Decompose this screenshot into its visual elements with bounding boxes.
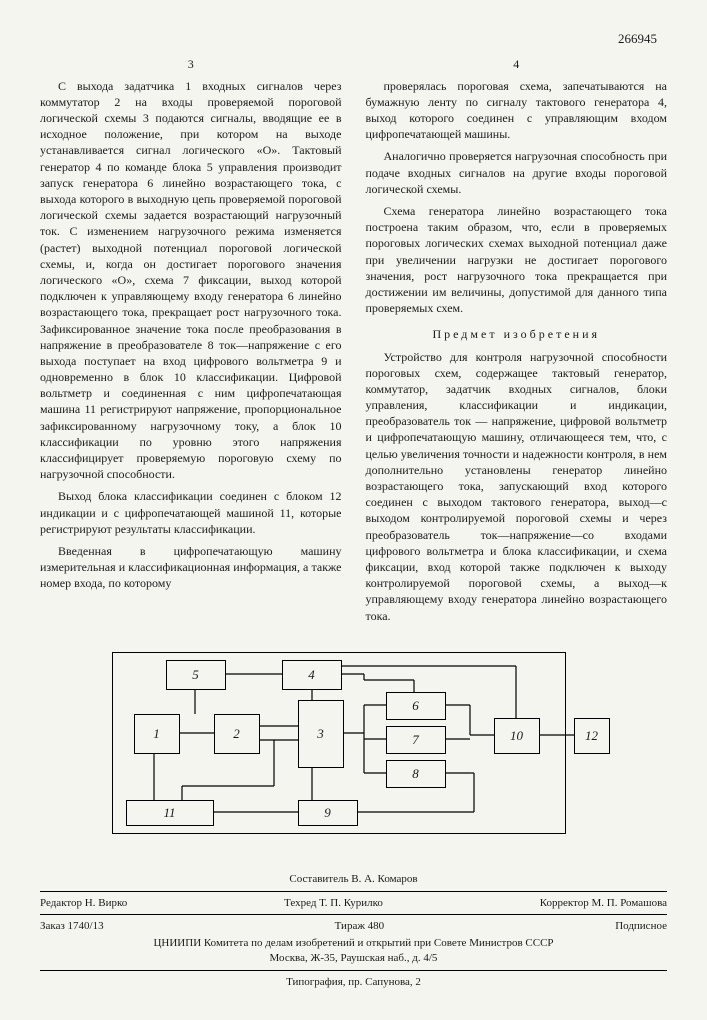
left-column: 3 С выхода задатчика 1 входных сигналов … — [40, 56, 342, 630]
para: Выход блока классификации соединен с бло… — [40, 488, 342, 537]
block-3: 3 — [298, 700, 344, 768]
para: Введенная в цифропечатающую машину измер… — [40, 543, 342, 592]
block-12: 12 — [574, 718, 610, 754]
subject-body: Устройство для контроля нагрузочной спос… — [366, 349, 668, 624]
block-10: 10 — [494, 718, 540, 754]
page-number-left: 3 — [40, 56, 342, 72]
para: Аналогично проверяется нагрузочная спосо… — [366, 148, 668, 197]
subscription: Подписное — [615, 919, 667, 934]
page-number-right: 4 — [366, 56, 668, 72]
footer: Составитель В. А. Комаров Редактор Н. Ви… — [40, 872, 667, 990]
para: проверялась пороговая схема, запечатываю… — [366, 78, 668, 143]
order: Заказ 1740/13 — [40, 919, 104, 934]
text-columns: 3 С выхода задатчика 1 входных сигналов … — [40, 56, 667, 630]
editor: Редактор Н. Вирко — [40, 896, 127, 911]
doc-number: 266945 — [40, 30, 667, 48]
subject-title: Предмет изобретения — [366, 326, 668, 342]
block-1: 1 — [134, 714, 180, 754]
addr: Москва, Ж-35, Раушская наб., д. 4/5 — [40, 951, 667, 966]
para: Схема генератора линейно возрастающего т… — [366, 203, 668, 316]
block-7: 7 — [386, 726, 446, 754]
block-4: 4 — [282, 660, 342, 690]
block-8: 8 — [386, 760, 446, 788]
para: С выхода задатчика 1 входных сигналов че… — [40, 78, 342, 483]
compiler: Составитель В. А. Комаров — [40, 872, 667, 887]
right-column: 4 проверялась пороговая схема, запечатыв… — [366, 56, 668, 630]
block-11: 11 — [126, 800, 214, 826]
block-6: 6 — [386, 692, 446, 720]
tech-editor: Техред Т. П. Курилко — [284, 896, 383, 911]
block-9: 9 — [298, 800, 358, 826]
corrector: Корректор М. П. Ромашова — [540, 896, 667, 911]
block-diagram: 541236781012119 — [74, 648, 634, 848]
divider — [40, 970, 667, 971]
divider — [40, 914, 667, 915]
divider — [40, 891, 667, 892]
tirage: Тираж 480 — [335, 919, 385, 934]
block-2: 2 — [214, 714, 260, 754]
block-5: 5 — [166, 660, 226, 690]
org: ЦНИИПИ Комитета по делам изобретений и о… — [40, 936, 667, 951]
printshop: Типография, пр. Сапунова, 2 — [40, 975, 667, 990]
